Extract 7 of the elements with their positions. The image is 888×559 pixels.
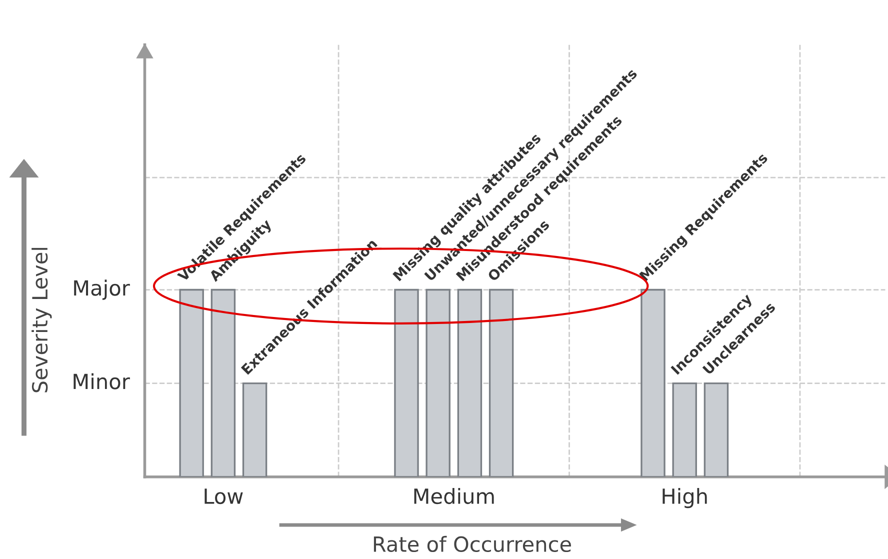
x-tick-label: Low: [204, 488, 243, 504]
x-axis-title: Rate of Occurrence: [374, 536, 571, 552]
y-axis-title: Severity Level: [32, 248, 52, 392]
text: Minor: [74, 373, 130, 390]
text: Major: [74, 280, 130, 300]
x-tick-label: High: [662, 488, 707, 508]
x-tick-label: Medium: [414, 488, 494, 504]
